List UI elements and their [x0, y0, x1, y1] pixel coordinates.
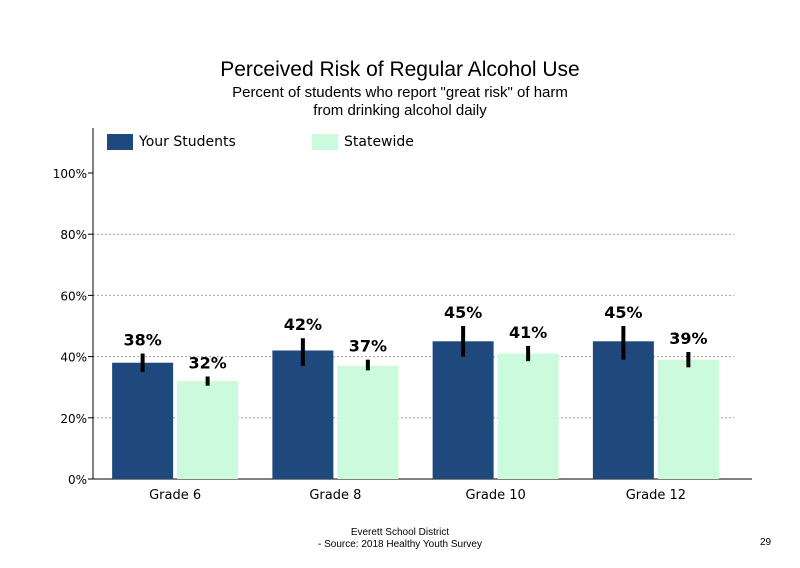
data-label: 32% [188, 353, 226, 372]
data-label: 42% [284, 315, 322, 334]
y-tick-label: 20% [60, 412, 87, 426]
x-tick-label: Grade 6 [149, 488, 201, 503]
bar [177, 381, 239, 479]
legend-item-your-students: Your Students [107, 133, 236, 151]
chart-title: Perceived Risk of Regular Alcohol Use [220, 58, 580, 81]
data-label: 45% [604, 303, 642, 322]
bar [112, 362, 174, 479]
chart-subtitle-line-1: Percent of students who report "great ri… [232, 84, 568, 101]
y-tick-label: 80% [60, 228, 87, 242]
y-tick-label: 60% [60, 289, 87, 303]
bar [272, 350, 334, 479]
legend-label-statewide: Statewide [344, 134, 414, 150]
data-label: 41% [509, 323, 547, 342]
data-label: 39% [669, 329, 707, 348]
footer-source: - Source: 2018 Healthy Youth Survey [318, 539, 482, 550]
data-label: 38% [123, 331, 161, 350]
data-label: 45% [444, 303, 482, 322]
legend-swatch-your-students [107, 134, 133, 150]
x-tick-label: Grade 8 [309, 488, 361, 503]
legend-swatch-statewide [312, 134, 338, 150]
page-number: 29 [760, 537, 772, 548]
bar [592, 341, 654, 479]
x-tick-label: Grade 10 [465, 488, 525, 503]
legend-label-your-students: Your Students [139, 134, 236, 150]
bar [497, 353, 559, 479]
bar [657, 359, 719, 479]
y-tick-label: 100% [53, 167, 87, 181]
footer-district: Everett School District [350, 527, 450, 538]
y-tick-label: 40% [60, 351, 87, 365]
bar [432, 341, 494, 479]
data-label: 37% [349, 337, 387, 356]
chart-subtitle-line-2: from drinking alcohol daily [313, 102, 487, 119]
legend-item-statewide: Statewide [312, 133, 414, 151]
x-tick-label: Grade 12 [626, 488, 686, 503]
y-tick-label: 0% [68, 473, 87, 487]
bar [337, 365, 399, 479]
